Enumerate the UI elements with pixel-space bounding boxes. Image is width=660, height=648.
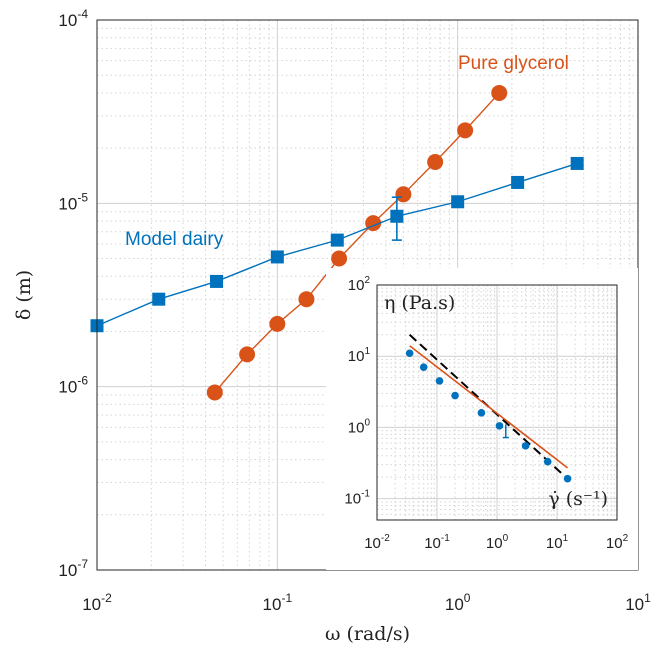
y-tick-label: 10-4 [58, 7, 88, 30]
inset-x-tick-label: 102 [606, 533, 629, 552]
inset-data-point [405, 349, 414, 358]
inset-x-tick-label: 100 [486, 533, 509, 552]
inset-x-axis-title: γ̇ (s⁻¹) [548, 488, 608, 510]
y-axis-title: δ (m) [13, 270, 35, 320]
inset-x-tick-label: 10-2 [364, 533, 390, 552]
inset-solid-line [409, 345, 569, 469]
x-tick-label: 101 [625, 591, 651, 614]
inset-data-point [477, 409, 486, 417]
inset-frame [376, 284, 618, 521]
data-point [511, 175, 525, 189]
data-point [390, 209, 404, 223]
inset-x-tick-label: 10-1 [424, 533, 450, 552]
inset-data-point [521, 442, 530, 450]
inset-data-point [495, 422, 504, 430]
y-tick-labels: 10-7 10-6 10-5 10-4 [58, 7, 88, 580]
inset-data-point [563, 474, 572, 483]
x-tick-label: 10-1 [263, 591, 293, 614]
data-point [239, 346, 256, 363]
inset-grid [377, 285, 617, 520]
inset-y-tick-label: 101 [348, 346, 371, 365]
data-point [427, 154, 444, 171]
inset-y-tick-label: 100 [348, 417, 371, 436]
inset-data-points [405, 349, 572, 483]
y-tick-label: 10-6 [58, 374, 88, 397]
data-point [451, 195, 465, 209]
y-tick-label: 10-5 [58, 190, 88, 213]
inset-data-point [435, 377, 444, 385]
data-point [330, 233, 344, 247]
data-point [457, 122, 474, 139]
data-point [395, 186, 412, 203]
inset-x-tick-labels: 10-2 10-1 100 101 102 [364, 533, 628, 552]
inset-x-tick-label: 101 [546, 533, 569, 552]
data-point [270, 250, 284, 264]
data-point [152, 292, 166, 306]
data-point [331, 250, 348, 267]
x-tick-label: 100 [445, 591, 471, 614]
data-point [491, 84, 508, 101]
data-point [570, 156, 584, 170]
inset-y-tick-label: 10-1 [344, 489, 370, 508]
data-point [269, 315, 286, 332]
series-label-model-dairy: Model dairy [125, 229, 224, 250]
series-model-dairy [90, 156, 584, 333]
inset-y-tick-label: 102 [348, 275, 371, 294]
inset-y-axis-title: η (Pa.s) [384, 292, 455, 314]
x-tick-label: 10-2 [82, 591, 112, 614]
series-label-pure-glycerol: Pure glycerol [458, 53, 569, 74]
x-tick-labels: 10-2 10-1 100 101 [82, 591, 651, 614]
data-point [298, 291, 315, 308]
x-axis-title: ω (rad/s) [325, 623, 410, 645]
data-point [210, 274, 224, 288]
inset-data-point [451, 391, 459, 400]
data-point [206, 384, 223, 401]
series-line [214, 92, 500, 393]
inset-solid-fit [409, 345, 569, 469]
inset-data-point [543, 457, 552, 466]
inset-y-tick-labels: 10-1 100 101 102 [344, 275, 370, 508]
y-tick-label: 10-7 [58, 557, 88, 580]
inset-data-point [419, 363, 428, 372]
